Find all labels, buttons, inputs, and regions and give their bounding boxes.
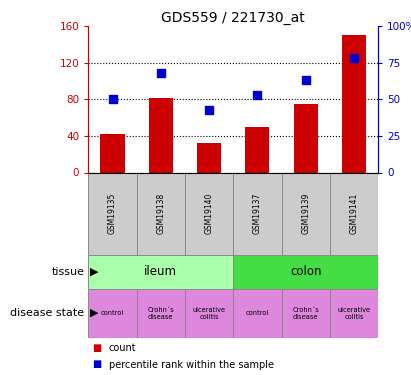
- Point: [206, 106, 212, 112]
- Text: count: count: [109, 343, 136, 353]
- Bar: [136, 289, 185, 338]
- Bar: [245, 127, 270, 172]
- Bar: [342, 35, 366, 172]
- Bar: [233, 289, 282, 338]
- Point: [254, 92, 261, 98]
- Text: Crohn´s
disease: Crohn´s disease: [292, 307, 319, 320]
- Text: ▶: ▶: [90, 267, 99, 277]
- Text: control: control: [246, 310, 269, 316]
- Text: tissue: tissue: [51, 267, 84, 277]
- Bar: [100, 134, 125, 172]
- Bar: [185, 289, 233, 338]
- Bar: [233, 172, 282, 255]
- Text: percentile rank within the sample: percentile rank within the sample: [109, 360, 274, 369]
- Bar: [88, 255, 233, 289]
- Point: [157, 70, 164, 76]
- Text: GSM19139: GSM19139: [301, 193, 310, 234]
- Bar: [293, 104, 318, 172]
- Point: [302, 77, 309, 83]
- Text: ■: ■: [92, 360, 102, 369]
- Bar: [136, 172, 185, 255]
- Point: [351, 56, 357, 62]
- Title: GDS559 / 221730_at: GDS559 / 221730_at: [162, 11, 305, 25]
- Bar: [282, 289, 330, 338]
- Text: ulcerative
colitis: ulcerative colitis: [337, 307, 371, 320]
- Text: ■: ■: [92, 343, 102, 353]
- Bar: [282, 172, 330, 255]
- Text: GSM19135: GSM19135: [108, 193, 117, 234]
- Bar: [88, 172, 136, 255]
- Bar: [233, 255, 378, 289]
- Text: GSM19141: GSM19141: [349, 193, 358, 234]
- Text: ulcerative
colitis: ulcerative colitis: [192, 307, 226, 320]
- Bar: [330, 289, 378, 338]
- Text: colon: colon: [290, 266, 321, 278]
- Text: GSM19138: GSM19138: [156, 193, 165, 234]
- Text: ileum: ileum: [144, 266, 177, 278]
- Bar: [330, 172, 378, 255]
- Bar: [149, 98, 173, 172]
- Bar: [185, 172, 233, 255]
- Bar: [88, 289, 136, 338]
- Text: ▶: ▶: [90, 308, 99, 318]
- Text: disease state: disease state: [10, 308, 84, 318]
- Text: control: control: [101, 310, 124, 316]
- Text: GSM19140: GSM19140: [205, 193, 214, 234]
- Text: Crohn´s
disease: Crohn´s disease: [148, 307, 174, 320]
- Text: GSM19137: GSM19137: [253, 193, 262, 234]
- Point: [109, 96, 116, 102]
- Bar: [197, 143, 221, 172]
